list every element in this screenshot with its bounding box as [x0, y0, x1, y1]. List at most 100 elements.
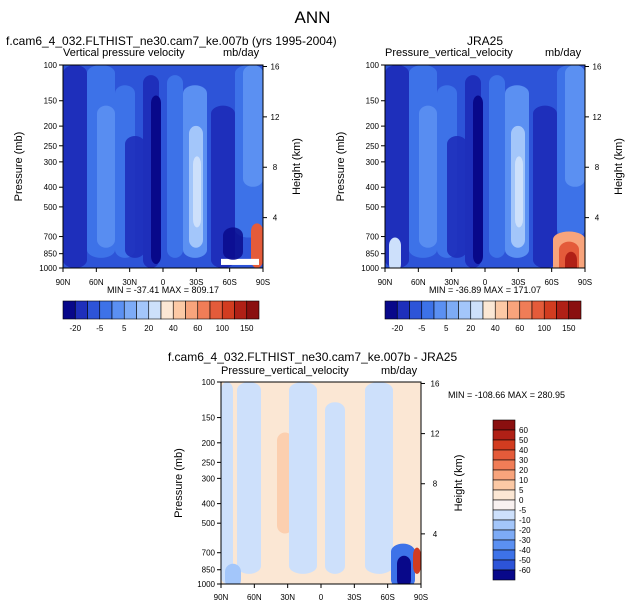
- y-tick-label: 200: [44, 122, 58, 131]
- y-tick-label: 700: [366, 233, 380, 242]
- x-tick-label: 90N: [378, 278, 393, 287]
- colorbar-swatch: [492, 559, 516, 571]
- y-tick-label: 250: [366, 142, 380, 151]
- colorbar-label: 40: [519, 446, 528, 455]
- colorbar-label: -5: [96, 324, 104, 333]
- colorbar-label: -5: [519, 506, 527, 515]
- field-band: [419, 105, 437, 248]
- colorbar-label: -20: [519, 526, 531, 535]
- y-tick-label: 1000: [197, 580, 215, 589]
- right-tick-label: 16: [431, 379, 440, 388]
- x-tick-label: 60N: [89, 278, 104, 287]
- x-tick-label: 30S: [511, 278, 525, 287]
- colorbar-swatch: [492, 479, 516, 491]
- colorbar-swatch: [492, 509, 516, 521]
- colorbar-label: 60: [515, 324, 524, 333]
- colorbar-label: -30: [519, 536, 531, 545]
- field-band: [225, 563, 241, 584]
- field-band: [413, 547, 421, 574]
- field-band: [389, 237, 401, 268]
- y-tick-label: 500: [366, 203, 380, 212]
- colorbar-label: 40: [169, 324, 178, 333]
- colorbar-label: -20: [69, 324, 81, 333]
- right-tick-label: 4: [273, 214, 278, 223]
- x-tick-label: 30S: [347, 593, 361, 602]
- colorbar-label: -60: [519, 566, 531, 575]
- y-tick-label: 850: [202, 566, 216, 575]
- colorbar-swatch: [492, 449, 516, 461]
- right-tick-label: 8: [433, 480, 438, 489]
- colorbar-label: 20: [144, 324, 153, 333]
- colorbar-label: 150: [240, 324, 254, 333]
- colorbar-label: 100: [216, 324, 230, 333]
- y-tick-label: 850: [44, 250, 58, 259]
- colorbar-swatch: [492, 499, 516, 511]
- right-axis-label: Height (km): [613, 138, 625, 195]
- colorbar-label: 60: [193, 324, 202, 333]
- colorbar-swatch: [492, 489, 516, 501]
- y-tick-label: 150: [366, 97, 380, 106]
- colorbar-swatch: [246, 300, 260, 320]
- min-max-stats: MIN = -37.41 MAX = 809.17: [107, 285, 219, 295]
- y-tick-label: 700: [202, 549, 216, 558]
- x-tick-label: 30N: [444, 278, 459, 287]
- y-tick-label: 500: [202, 519, 216, 528]
- y-tick-label: 300: [366, 158, 380, 167]
- colorbar-swatch: [492, 429, 516, 441]
- y-tick-label: 100: [202, 378, 216, 387]
- field-band: [533, 105, 557, 268]
- panel-title: f.cam6_4_032.FLTHIST_ne30.cam7_ke.007b -…: [167, 350, 458, 364]
- right-tick-label: 12: [431, 430, 440, 439]
- figure-title: ANN: [294, 8, 331, 27]
- y-tick-label: 850: [366, 250, 380, 259]
- right-tick-label: 4: [595, 214, 600, 223]
- field-band: [565, 251, 577, 268]
- units-label: mb/day: [223, 47, 260, 59]
- x-tick-label: 90N: [214, 593, 229, 602]
- field-band: [515, 156, 523, 228]
- y-tick-label: 500: [44, 203, 58, 212]
- field-band: [365, 382, 393, 574]
- colorbar-label: 100: [538, 324, 552, 333]
- colorbar-label: -5: [418, 324, 426, 333]
- y-tick-label: 1000: [39, 264, 57, 273]
- x-tick-label: 0: [319, 593, 324, 602]
- colorbar-label: 20: [519, 466, 528, 475]
- panel-title: f.cam6_4_032.FLTHIST_ne30.cam7_ke.007b (…: [6, 34, 337, 48]
- x-tick-label: 30N: [280, 593, 295, 602]
- right-tick-label: 8: [273, 163, 278, 172]
- y-tick-label: 400: [44, 183, 58, 192]
- x-tick-label: 90N: [56, 278, 71, 287]
- colorbar-swatch: [492, 439, 516, 451]
- min-max-stats: MIN = -108.66 MAX = 280.95: [448, 390, 565, 400]
- right-tick-label: 16: [593, 62, 602, 71]
- y-axis-label: Pressure (mb): [173, 448, 185, 518]
- colorbar-label: 5: [122, 324, 127, 333]
- x-tick-label: 0: [161, 278, 166, 287]
- units-label: mb/day: [381, 365, 418, 377]
- x-tick-label: 30S: [189, 278, 203, 287]
- field-band: [251, 223, 263, 268]
- colorbar-swatch: [492, 459, 516, 471]
- x-tick-label: 60N: [247, 593, 262, 602]
- x-tick-label: 60S: [381, 593, 395, 602]
- x-tick-label: 60N: [411, 278, 426, 287]
- field-band: [151, 95, 161, 264]
- masked-region: [221, 258, 259, 265]
- right-tick-label: 16: [271, 62, 280, 71]
- right-tick-label: 4: [433, 530, 438, 539]
- y-tick-label: 300: [202, 474, 216, 483]
- colorbar-swatch: [492, 469, 516, 481]
- field-band: [289, 382, 317, 574]
- x-tick-label: 90S: [414, 593, 428, 602]
- field-band: [489, 75, 505, 258]
- x-tick-label: 60S: [223, 278, 237, 287]
- right-tick-label: 12: [271, 113, 280, 122]
- field-band: [393, 382, 421, 554]
- field-band: [223, 227, 243, 260]
- field-band: [125, 136, 145, 258]
- field-band: [345, 382, 361, 574]
- colorbar-label: -10: [519, 516, 531, 525]
